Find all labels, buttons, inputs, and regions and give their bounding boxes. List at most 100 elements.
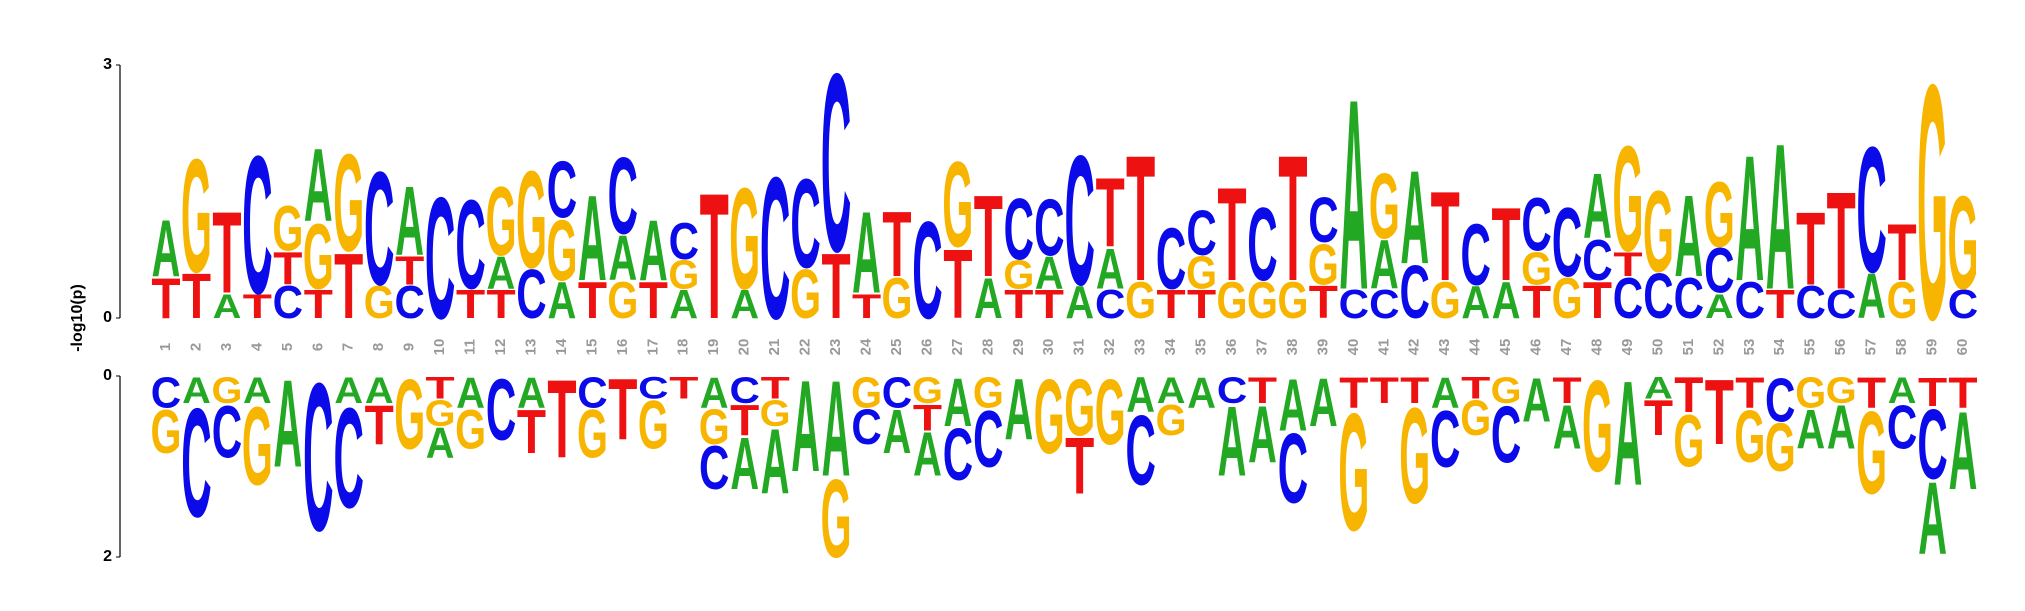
logo-letter: A [1096, 236, 1125, 301]
x-tick-label: 39 [1314, 339, 1331, 356]
y-tick-label: 0 [103, 309, 112, 326]
logo-letter: G [1673, 399, 1704, 483]
logo-letter: A [791, 355, 820, 500]
logo-letter: T [1552, 370, 1581, 412]
x-tick-label: 54 [1771, 338, 1788, 355]
logo-letter: C [1917, 390, 1947, 501]
logo-letter: G [242, 383, 273, 508]
logo-letter: T [1888, 208, 1917, 298]
x-tick-label: 11 [462, 339, 479, 355]
x-tick-label: 51 [1680, 339, 1697, 356]
logo-letter: A [730, 422, 759, 506]
logo-letter: T [1217, 162, 1246, 310]
x-tick-label: 15 [583, 339, 600, 356]
logo-letter: G [333, 125, 364, 280]
y-axis-label: -log10(p) [69, 284, 86, 352]
logo-letter: G [1186, 248, 1217, 299]
logo-letter: C [273, 277, 303, 328]
logo-letter: G [1795, 368, 1826, 417]
logo-letter: A [1614, 351, 1643, 518]
x-tick-label: 53 [1741, 339, 1758, 356]
logo-letter: C [1796, 277, 1826, 328]
logo-letter: A [1126, 367, 1155, 423]
logo-letter: G [851, 368, 882, 417]
logo-letter: A [182, 370, 211, 412]
x-tick-label: 36 [1223, 339, 1240, 356]
logo-letter: T [151, 267, 180, 331]
logo-letter: C [1887, 393, 1917, 462]
logo-letter: A [213, 286, 242, 325]
x-tick-label: 55 [1802, 339, 1819, 356]
logo-letter: C [1156, 211, 1186, 308]
logo-letter: C [1278, 414, 1308, 525]
logo-letter: G [1521, 244, 1552, 295]
logo-letter: A [730, 282, 759, 327]
logo-letter: A [883, 398, 912, 467]
logo-letter: C [1460, 207, 1490, 304]
logo-letter: G [882, 266, 913, 331]
logo-letter: T [517, 397, 546, 467]
x-tick-label: 60 [1954, 339, 1971, 356]
x-tick-label: 48 [1588, 339, 1605, 356]
logo-letter: A [365, 370, 394, 412]
x-tick-label: 8 [370, 343, 387, 351]
logo-letter: T [1644, 391, 1673, 446]
x-tick-label: 22 [797, 339, 814, 356]
logo-letter: A [944, 363, 973, 440]
logo-letter: G [1034, 358, 1065, 476]
x-tick-label: 49 [1619, 339, 1636, 356]
logo-letter: G [607, 271, 638, 329]
logo-letter: G [1613, 115, 1644, 283]
logo-letter: A [487, 248, 516, 299]
logo-letter: A [669, 282, 698, 327]
logo-letter: C [1826, 282, 1856, 327]
logo-letter: C [547, 144, 577, 234]
logo-letter: T [212, 188, 241, 317]
logo-letter: A [1735, 117, 1764, 319]
logo-letter: T [821, 234, 850, 338]
logo-letter: C [577, 369, 607, 418]
logo-letter: T [1796, 192, 1825, 308]
logo-letter: T [1370, 370, 1399, 412]
logo-letter: G [942, 137, 973, 273]
logo-letter: C [699, 434, 729, 503]
logo-letter: G [1125, 271, 1156, 329]
logo-letter: G [1156, 395, 1187, 444]
logo-letter: C [334, 380, 364, 539]
logo-letter: C [821, 20, 851, 305]
logo-letter: C [303, 340, 333, 576]
x-tick-label: 6 [309, 343, 326, 351]
logo-letter: G [1826, 370, 1857, 412]
logo-letter: T [1187, 282, 1216, 327]
logo-letter: C [1643, 261, 1673, 332]
logo-letter: G [1308, 232, 1339, 297]
logo-letter: C [1065, 117, 1095, 324]
logo-letter: G [1765, 409, 1796, 486]
logo-letter: T [1492, 187, 1521, 303]
logo-letter: A [1766, 100, 1795, 333]
logo-letter: A [1400, 143, 1429, 292]
logo-letter: A [1705, 286, 1734, 325]
logo-letter: A [1004, 362, 1033, 458]
x-tick-label: 44 [1467, 338, 1484, 355]
logo-letter: A [152, 202, 181, 293]
logo-letter: A [426, 418, 455, 467]
x-tick-label: 1 [157, 343, 174, 351]
x-tick-label: 57 [1863, 339, 1880, 356]
logo-letter: C [1674, 265, 1704, 330]
logo-letter: G [1948, 168, 1979, 317]
logo-letter: A [974, 266, 1003, 331]
logo-letter: C [638, 371, 668, 405]
x-tick-label: 26 [918, 339, 935, 356]
x-tick-label: 43 [1436, 339, 1453, 356]
x-tick-label: 16 [614, 339, 631, 356]
x-tick-label: 7 [340, 343, 357, 351]
x-tick-label: 25 [888, 339, 905, 356]
logo-letter: A [1644, 371, 1673, 406]
logo-letter: T [1278, 117, 1307, 318]
logo-letter: C [486, 362, 516, 459]
logo-letter: C [1369, 282, 1399, 327]
logo-letter: G [211, 370, 242, 412]
x-tick-label: 45 [1497, 339, 1514, 356]
x-tick-label: 24 [857, 338, 874, 355]
